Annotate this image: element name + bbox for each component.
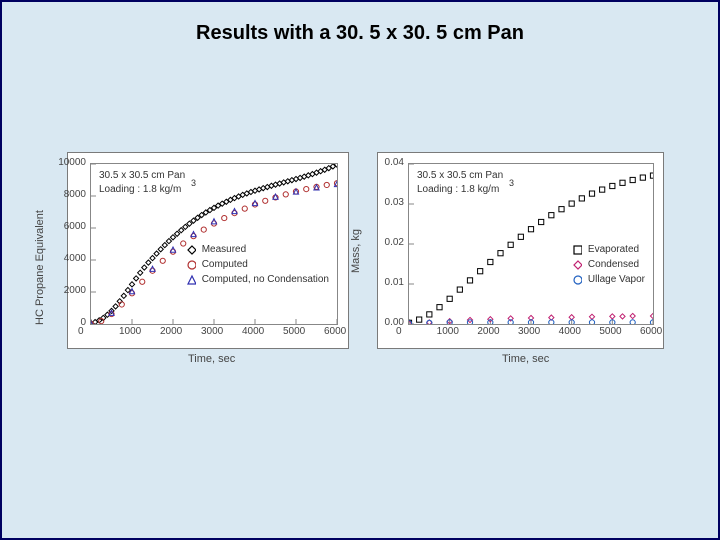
right-plot-area: 30.5 x 30.5 cm Pan Loading : 1.8 kg/m 3 … xyxy=(408,163,654,325)
legend-label: Computed, no Condensation xyxy=(202,274,329,285)
legend-label: Evaporated xyxy=(588,244,639,255)
right-caption-2: Loading : 1.8 kg/m xyxy=(417,184,499,195)
right-ylabel: Mass, kg xyxy=(350,229,362,273)
xtick-label: 6000 xyxy=(324,326,346,337)
legend-row: Computed xyxy=(186,259,329,270)
legend-row: Ullage Vapor xyxy=(572,274,645,285)
ytick-label: 8000 xyxy=(64,189,86,200)
legend-label: Measured xyxy=(202,244,246,255)
slide-title: Results with a 30. 5 x 30. 5 cm Pan xyxy=(2,22,718,45)
right-caption-1: 30.5 x 30.5 cm Pan xyxy=(417,170,503,181)
xtick-label: 1000 xyxy=(119,326,141,337)
ytick-label: 0.02 xyxy=(385,237,404,248)
xtick-label: 2000 xyxy=(160,326,182,337)
ytick-label: 0.00 xyxy=(385,317,404,328)
left-caption-2-text: Loading : 1.8 kg/m xyxy=(99,184,181,195)
ytick-label: 6000 xyxy=(64,221,86,232)
diamond-icon xyxy=(186,245,196,255)
xtick-label: 6000 xyxy=(640,326,662,337)
ytick-label: 0 xyxy=(80,317,86,328)
ytick-label: 0.04 xyxy=(385,157,404,168)
right-xlabel: Time, sec xyxy=(502,353,549,365)
ytick-label: 2000 xyxy=(64,285,86,296)
left-caption-1: 30.5 x 30.5 cm Pan xyxy=(99,170,185,181)
xtick-label: 5000 xyxy=(283,326,305,337)
xtick-label: 3000 xyxy=(518,326,540,337)
right-caption-sup: 3 xyxy=(509,178,514,188)
legend-row: Condensed xyxy=(572,259,645,270)
legend-row: Measured xyxy=(186,244,329,255)
xtick-label: 4000 xyxy=(559,326,581,337)
ytick-label: 4000 xyxy=(64,253,86,264)
square-icon xyxy=(572,245,582,255)
right-chart-panel: Mass, kg Time, sec 30.5 x 30.5 cm Pan Lo… xyxy=(377,152,664,349)
legend-label: Computed xyxy=(202,259,248,270)
right-legend: Evaporated Condensed Ullage Vapor xyxy=(572,244,645,289)
xtick-label: 3000 xyxy=(201,326,223,337)
legend-label: Condensed xyxy=(588,259,639,270)
left-xlabel: Time, sec xyxy=(188,353,235,365)
xtick-label: 4000 xyxy=(242,326,264,337)
slide-frame: Results with a 30. 5 x 30. 5 cm Pan HC P… xyxy=(0,0,720,540)
legend-row: Computed, no Condensation xyxy=(186,274,329,285)
ytick-label: 0.01 xyxy=(385,277,404,288)
left-legend: Measured Computed Computed, no Condensatio… xyxy=(186,244,329,289)
circle-icon xyxy=(186,260,196,270)
triangle-icon xyxy=(186,275,196,285)
xtick-label: 2000 xyxy=(477,326,499,337)
diamond-icon xyxy=(572,260,582,270)
legend-label: Ullage Vapor xyxy=(588,274,645,285)
right-caption-2-text: Loading : 1.8 kg/m xyxy=(417,184,499,195)
ytick-label: 10000 xyxy=(58,157,86,168)
circle-icon xyxy=(572,275,582,285)
left-chart-panel: HC Propane Equivalent Time, sec 30.5 x 3… xyxy=(67,152,349,349)
left-plot-area: 30.5 x 30.5 cm Pan Loading : 1.8 kg/m 3 … xyxy=(90,163,338,325)
left-caption-2: Loading : 1.8 kg/m xyxy=(99,184,181,195)
legend-row: Evaporated xyxy=(572,244,645,255)
left-caption-sup: 3 xyxy=(191,178,196,188)
xtick-label: 5000 xyxy=(599,326,621,337)
xtick-label: 1000 xyxy=(437,326,459,337)
ytick-label: 0.03 xyxy=(385,197,404,208)
left-ylabel: HC Propane Equivalent xyxy=(34,210,46,325)
